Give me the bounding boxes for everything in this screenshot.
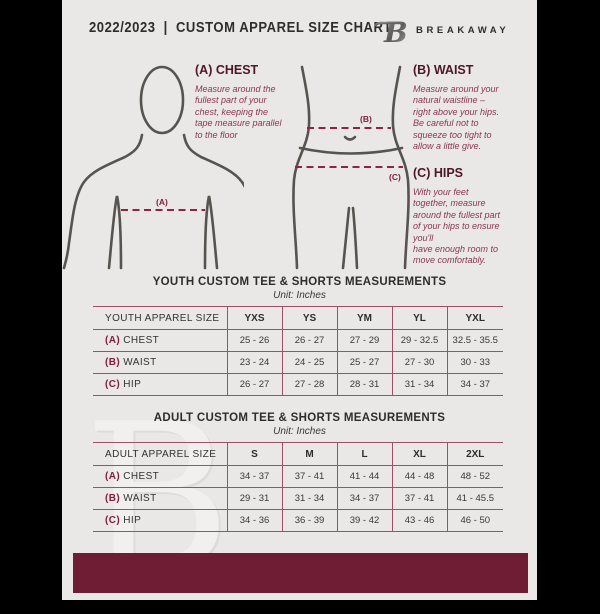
page-title-divider: | [163,20,168,36]
adult-table-title: ADULT CUSTOM TEE & SHORTS MEASUREMENTS [153,412,446,424]
value-cell: 43 - 46 [391,509,447,532]
chest-line-label: (A) [156,197,168,207]
value-cell: 34 - 36 [226,509,282,532]
youth-size-table: YOUTH APPAREL SIZE YXS YS YM YL YXL (A) … [93,306,503,396]
size-header-cell: 2XL [446,442,503,466]
table-header-row: ADULT APPAREL SIZE S M L XL 2XL [93,442,503,466]
value-cell: 34 - 37 [446,373,503,396]
size-header-cell: YXS [226,306,282,330]
value-cell: 37 - 41 [281,465,337,488]
breakaway-logo-icon: B [374,16,408,49]
value-cell: 25 - 27 [336,351,392,374]
page-title-year: 2022/2023 [89,20,156,36]
footer-accent-bar [73,553,528,593]
value-cell: 32.5 - 35.5 [446,329,503,352]
value-cell: 30 - 33 [446,351,503,374]
value-cell: 34 - 37 [226,465,282,488]
size-header-cell: M [281,442,337,466]
value-cell: 25 - 26 [226,329,282,352]
value-cell: 31 - 34 [391,373,447,396]
value-cell: 41 - 44 [336,465,392,488]
size-header-cell: S [226,442,282,466]
table-row: (B) WAIST 29 - 31 31 - 34 34 - 37 37 - 4… [93,487,503,510]
value-cell: 27 - 29 [336,329,392,352]
value-cell: 24 - 25 [281,351,337,374]
youth-table-unit: Unit: Inches [273,290,326,301]
row-label: (B) WAIST [93,487,227,510]
value-cell: 48 - 52 [446,465,503,488]
value-cell: 28 - 31 [336,373,392,396]
hips-description: With your feet together, measure around … [413,187,501,266]
value-cell: 26 - 27 [281,329,337,352]
waist-line-label: (B) [360,114,372,124]
hips-heading: (C) HIPS [413,166,463,180]
chest-heading: (A) CHEST [195,63,259,77]
brand-name: BREAKAWAY [416,25,510,36]
size-chart-page: 2022/2023 | CUSTOM APPAREL SIZE CHART B … [62,0,537,600]
value-cell: 46 - 50 [446,509,503,532]
size-header-cell: L [336,442,392,466]
value-cell: 29 - 31 [226,487,282,510]
value-cell: 36 - 39 [281,509,337,532]
value-cell: 34 - 37 [336,487,392,510]
value-cell: 23 - 24 [226,351,282,374]
adult-size-column-header: ADULT APPAREL SIZE [93,442,227,466]
size-header-cell: XL [391,442,447,466]
youth-table-title: YOUTH CUSTOM TEE & SHORTS MEASUREMENTS [152,276,447,288]
table-header-row: YOUTH APPAREL SIZE YXS YS YM YL YXL [93,306,503,330]
svg-text:B: B [383,16,408,49]
hips-line-label: (C) [389,172,401,182]
row-label: (B) WAIST [93,351,227,374]
value-cell: 37 - 41 [391,487,447,510]
row-label: (A) CHEST [93,329,227,352]
value-cell: 41 - 45.5 [446,487,503,510]
value-cell: 29 - 32.5 [391,329,447,352]
size-header-cell: YXL [446,306,503,330]
row-label: (A) CHEST [93,465,227,488]
table-row: (C) HIP 26 - 27 27 - 28 28 - 31 31 - 34 … [93,373,503,396]
row-label: (C) HIP [93,373,227,396]
value-cell: 26 - 27 [226,373,282,396]
value-cell: 27 - 30 [391,351,447,374]
size-header-cell: YL [391,306,447,330]
size-header-cell: YM [336,306,392,330]
chest-description: Measure around the fullest part of your … [195,84,282,140]
adult-table-unit: Unit: Inches [273,426,326,437]
value-cell: 27 - 28 [281,373,337,396]
upper-body-figure: (A) [62,65,244,270]
size-header-cell: YS [281,306,337,330]
value-cell: 44 - 48 [391,465,447,488]
table-row: (C) HIP 34 - 36 36 - 39 39 - 42 43 - 46 … [93,509,503,532]
page-title-text: CUSTOM APPAREL SIZE CHART [175,20,393,36]
page-title: 2022/2023 | CUSTOM APPAREL SIZE CHART [89,20,392,36]
youth-size-column-header: YOUTH APPAREL SIZE [93,306,227,330]
adult-size-table: ADULT APPAREL SIZE S M L XL 2XL (A) CHES… [93,442,503,532]
table-row: (B) WAIST 23 - 24 24 - 25 25 - 27 27 - 3… [93,351,503,374]
table-row: (A) CHEST 25 - 26 26 - 27 27 - 29 29 - 3… [93,329,503,352]
waist-description: Measure around your natural waistline – … [413,84,500,152]
row-label: (C) HIP [93,509,227,532]
value-cell: 31 - 34 [281,487,337,510]
lower-body-figure: (B) (C) [292,65,410,270]
table-row: (A) CHEST 34 - 37 37 - 41 41 - 44 44 - 4… [93,465,503,488]
value-cell: 39 - 42 [336,509,392,532]
waist-heading: (B) WAIST [413,63,474,77]
